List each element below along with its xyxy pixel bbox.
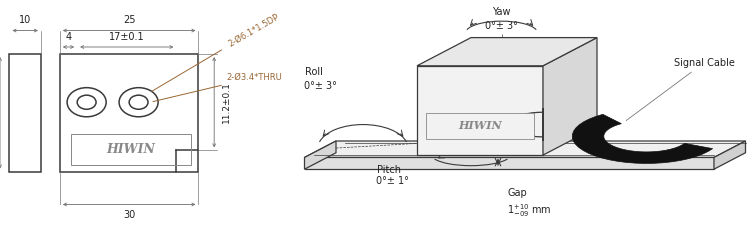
- Text: 11.2±0.1: 11.2±0.1: [222, 81, 231, 123]
- Polygon shape: [304, 141, 336, 169]
- Polygon shape: [417, 66, 543, 155]
- Text: Roll: Roll: [304, 67, 322, 77]
- Text: Pitch: Pitch: [376, 165, 400, 175]
- Text: Gap: Gap: [507, 188, 526, 198]
- Text: Signal Cable: Signal Cable: [626, 58, 734, 121]
- Text: HIWIN: HIWIN: [458, 120, 502, 131]
- Text: 2-Ø6.1*1.5DP: 2-Ø6.1*1.5DP: [152, 13, 280, 91]
- Text: 17±0.1: 17±0.1: [109, 32, 145, 42]
- Text: 2-Ø3.4*THRU: 2-Ø3.4*THRU: [153, 73, 283, 102]
- Text: 0°± 3°: 0°± 3°: [485, 21, 518, 31]
- Text: 30: 30: [123, 210, 135, 220]
- Text: 10: 10: [19, 15, 32, 25]
- Polygon shape: [304, 141, 746, 157]
- Text: 0°± 1°: 0°± 1°: [376, 176, 410, 187]
- Text: HIWIN: HIWIN: [106, 143, 155, 156]
- Text: 4: 4: [65, 32, 71, 42]
- Polygon shape: [572, 114, 712, 163]
- Polygon shape: [304, 157, 714, 169]
- Polygon shape: [417, 38, 597, 66]
- Polygon shape: [509, 108, 543, 141]
- Polygon shape: [714, 141, 746, 169]
- Text: 0°± 3°: 0°± 3°: [304, 81, 338, 91]
- Text: $1^{+10}_{-09}$ mm: $1^{+10}_{-09}$ mm: [507, 202, 551, 219]
- Text: Yaw: Yaw: [492, 7, 511, 17]
- Text: 25: 25: [123, 15, 136, 25]
- Polygon shape: [543, 38, 597, 155]
- Polygon shape: [426, 113, 534, 139]
